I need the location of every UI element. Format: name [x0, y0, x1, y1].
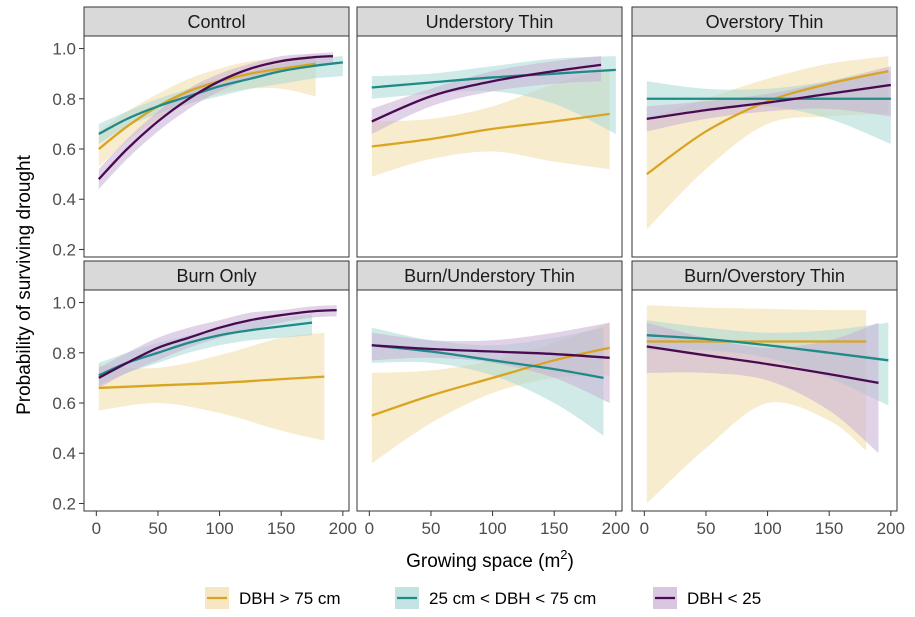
- x-tick-label: 100: [753, 519, 781, 538]
- legend-label: DBH > 75 cm: [239, 589, 341, 608]
- plot-content: [371, 322, 610, 464]
- plot-border: [631, 35, 898, 258]
- confidence-band-series-3: [98, 305, 337, 388]
- x-tick-label: 0: [92, 519, 101, 538]
- x-tick-label: 150: [815, 519, 843, 538]
- y-tick-label: 1.0: [52, 40, 76, 59]
- panel-2: Understory Thin: [356, 6, 623, 258]
- x-axis-title-text: Growing space (: [406, 551, 545, 572]
- x-tick-label: 50: [696, 519, 715, 538]
- fit-line-series-2: [646, 334, 889, 362]
- fit-line-series-3: [97, 54, 334, 180]
- x-tick-label: 100: [205, 519, 233, 538]
- x-tick-label: 50: [148, 519, 167, 538]
- legend-label: 25 cm < DBH < 75 cm: [429, 589, 596, 608]
- x-tick-label: 100: [478, 519, 506, 538]
- plot-content: [646, 305, 889, 504]
- panel-1: Control 0.2 0.4 0.6 0.8 1.0: [52, 6, 350, 259]
- panel-title: Burn/Understory Thin: [404, 266, 575, 286]
- y-axis-title: Probability of surviving drought: [14, 154, 35, 415]
- y-tick-label: 0.4: [52, 444, 76, 463]
- plot-border: [631, 289, 898, 512]
- panel-strip: [631, 6, 898, 37]
- y-tick-label: 1.0: [52, 294, 76, 313]
- fit-line-series-1: [646, 70, 889, 176]
- panel-title: Burn/Overstory Thin: [684, 266, 845, 286]
- fit-line-series-2: [371, 344, 604, 380]
- plot-border: [356, 35, 623, 258]
- x-tick-label: 200: [602, 519, 630, 538]
- x-axis-title: Growing space (m2): [406, 547, 574, 572]
- confidence-band-series-1: [98, 332, 325, 441]
- fit-line-series-3: [646, 345, 879, 385]
- plot-content: [98, 305, 337, 441]
- fit-line-series-3: [646, 83, 892, 121]
- fit-line-series-3: [371, 63, 602, 123]
- x-tick-label: 150: [267, 519, 295, 538]
- panel-3: Overstory Thin: [631, 6, 898, 258]
- panel-strip: [83, 6, 350, 37]
- x-axis-title-close: ): [568, 551, 574, 572]
- x-tick-label: 50: [421, 519, 440, 538]
- plot-content: [97, 52, 343, 190]
- x-axis-title-superscript: 2: [560, 547, 567, 562]
- panel-4: Burn Only 0.2 0.4 0.6 0.8 1.0 0 50 100 150 200: [52, 260, 357, 538]
- panel-strip: [356, 6, 623, 37]
- panel-strip: [356, 260, 623, 291]
- panel-5: Burn/Understory Thin 0 50 100 150 200: [356, 260, 630, 538]
- legend-label: DBH < 25: [687, 589, 761, 608]
- fit-line-series-3: [371, 344, 610, 359]
- confidence-band-series-3: [371, 322, 610, 404]
- x-tick-label: 150: [540, 519, 568, 538]
- plot-content: [371, 56, 616, 177]
- y-tick-label: 0.6: [52, 140, 76, 159]
- plot-border: [83, 35, 350, 258]
- plot-border: [356, 289, 623, 512]
- fit-line-series-2: [371, 68, 616, 89]
- panel-6: Burn/Overstory Thin 0 50 100 150 200: [631, 260, 905, 538]
- y-tick-label: 0.8: [52, 344, 76, 363]
- panels-layer: Control 0.2 0.4 0.6 0.8 1.0 Understory Thin Ove…: [52, 6, 905, 538]
- fit-line-series-1: [371, 346, 610, 417]
- confidence-band-series-2: [98, 56, 343, 144]
- y-tick-label: 0.8: [52, 90, 76, 109]
- fit-line-series-2: [98, 61, 343, 135]
- x-tick-label: 0: [640, 519, 649, 538]
- plot-border: [83, 289, 350, 512]
- fit-line-series-1: [371, 112, 610, 148]
- y-tick-label: 0.2: [52, 494, 76, 513]
- plot-content: [646, 56, 892, 230]
- y-tick-label: 0.4: [52, 190, 76, 209]
- x-tick-label: 200: [877, 519, 905, 538]
- fit-line-series-1: [98, 62, 316, 150]
- legend: DBH > 75 cm 25 cm < DBH < 75 cm DBH < 25: [205, 587, 761, 609]
- panel-title: Control: [187, 12, 245, 32]
- fit-line-series-3: [98, 308, 337, 379]
- confidence-band-series-2: [98, 313, 313, 386]
- panel-title: Burn Only: [176, 266, 256, 286]
- fit-line-series-1: [98, 375, 325, 390]
- x-tick-label: 200: [329, 519, 357, 538]
- panel-strip: [631, 260, 898, 291]
- panel-title: Overstory Thin: [706, 12, 824, 32]
- panel-strip: [83, 260, 350, 291]
- y-tick-label: 0.6: [52, 394, 76, 413]
- y-tick-label: 0.2: [52, 240, 76, 259]
- confidence-band-series-3: [371, 56, 602, 134]
- x-axis-title-unit: m: [544, 551, 560, 572]
- panel-title: Understory Thin: [426, 12, 554, 32]
- x-tick-label: 0: [365, 519, 374, 538]
